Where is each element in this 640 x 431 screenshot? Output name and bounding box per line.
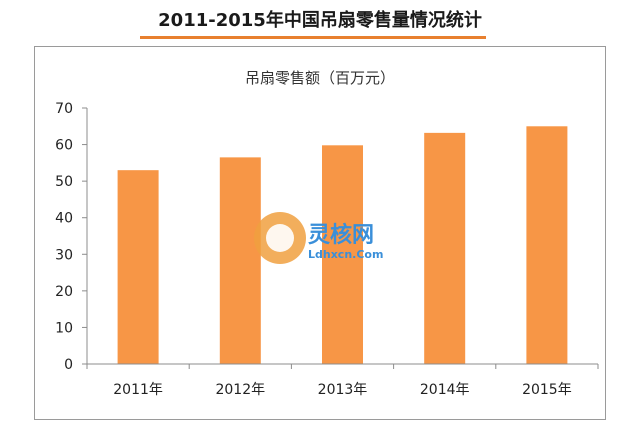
y-tick-label: 30 bbox=[55, 247, 73, 263]
page-title: 2011-2015年中国吊扇零售量情况统计 bbox=[158, 10, 482, 31]
x-tick-label: 2015年 bbox=[522, 382, 572, 398]
x-tick-label: 2014年 bbox=[420, 382, 470, 398]
title-underline bbox=[140, 36, 486, 39]
bar bbox=[424, 132, 466, 364]
bar bbox=[219, 157, 261, 364]
y-tick-label: 10 bbox=[55, 320, 73, 336]
bars bbox=[117, 126, 568, 365]
y-tick-label: 70 bbox=[55, 101, 73, 117]
watermark-logo-icon-inner bbox=[266, 224, 294, 252]
bar bbox=[117, 170, 159, 364]
watermark-url: Ldhxcn.Com bbox=[308, 248, 383, 261]
y-tick-label: 40 bbox=[55, 211, 73, 227]
watermark-logo: 灵核网 Ldhxcn.Com bbox=[254, 212, 383, 264]
x-axis: 2011年 2012年 2013年 2014年 2015年 bbox=[86, 363, 599, 398]
y-tick-label: 60 bbox=[55, 138, 73, 154]
y-axis: 0 10 20 30 40 50 60 70 bbox=[55, 101, 88, 373]
x-tick-label: 2013年 bbox=[318, 382, 368, 398]
y-tick-label: 20 bbox=[55, 284, 73, 300]
bar bbox=[526, 126, 568, 365]
y-tick-label: 50 bbox=[55, 174, 73, 190]
bar bbox=[322, 145, 363, 364]
y-tick-label: 0 bbox=[64, 357, 73, 373]
watermark-name: 灵核网 bbox=[308, 222, 374, 248]
chart-title: 吊扇零售额（百万元） bbox=[245, 69, 395, 87]
x-tick-label: 2012年 bbox=[215, 382, 265, 398]
x-tick-label: 2011年 bbox=[113, 382, 163, 398]
